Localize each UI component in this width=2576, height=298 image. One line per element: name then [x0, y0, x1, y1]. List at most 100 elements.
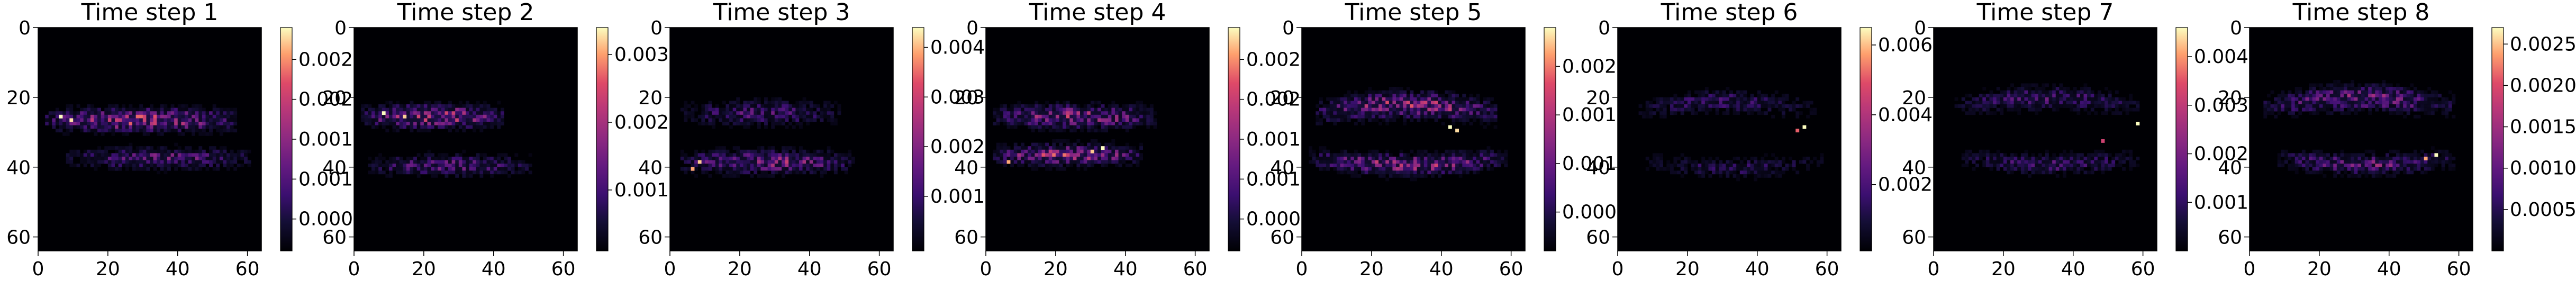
- heatmap-cell: [1399, 160, 1403, 164]
- heatmap-cell: [1691, 107, 1695, 112]
- heatmap-cell: [2045, 156, 2049, 160]
- heatmap-cell: [170, 104, 175, 108]
- heatmap-cell: [448, 164, 452, 168]
- heatmap-cell: [767, 104, 772, 108]
- heatmap-cell: [1750, 101, 1754, 105]
- heatmap-cell: [771, 167, 775, 171]
- heatmap-cell: [146, 167, 150, 171]
- colorbar-tick-label: 0.003: [930, 86, 985, 108]
- heatmap-cell: [1659, 107, 1664, 112]
- heatmap-cell: [1968, 101, 1972, 105]
- heatmap-cell: [2417, 94, 2421, 98]
- heatmap-cell: [2035, 83, 2039, 87]
- heatmap-cell: [132, 125, 136, 129]
- heatmap-cell: [725, 111, 730, 115]
- heatmap-cell: [1996, 160, 2000, 164]
- heatmap-cell: [2010, 90, 2014, 94]
- heatmap-cell: [1754, 156, 1758, 160]
- heatmap-cell: [1761, 111, 1765, 115]
- heatmap-cell: [771, 160, 775, 164]
- heatmap-cell: [1041, 111, 1046, 115]
- heatmap-cell: [1309, 149, 1313, 153]
- heatmap-cell: [2055, 156, 2060, 160]
- heatmap-cell: [2396, 83, 2400, 87]
- heatmap-cell: [1455, 97, 1459, 101]
- heatmap-cell: [2368, 101, 2372, 105]
- heatmap-cell: [1000, 142, 1004, 147]
- heatmap-cell: [167, 114, 171, 119]
- heatmap-cell: [2410, 156, 2414, 160]
- heatmap-cell: [2389, 101, 2393, 105]
- colorbar: [596, 27, 609, 251]
- heatmap-cell: [1382, 107, 1386, 112]
- heatmap-cell: [757, 164, 761, 168]
- heatmap-cell: [1694, 101, 1698, 105]
- heatmap-cell: [2413, 149, 2417, 153]
- heatmap-cell: [1059, 107, 1063, 112]
- heatmap-cell: [1757, 90, 1761, 94]
- heatmap-cell: [420, 167, 424, 171]
- heatmap-cell: [107, 114, 112, 119]
- heatmap-cell: [1364, 160, 1368, 164]
- heatmap-cell: [438, 122, 442, 125]
- heatmap-cell: [1364, 156, 1368, 160]
- heatmap-cell: [732, 170, 737, 175]
- heatmap-cell: [1354, 104, 1358, 108]
- heatmap-cell: [153, 167, 157, 171]
- heatmap-cell: [150, 149, 153, 153]
- heatmap-cell: [1739, 167, 1744, 171]
- heatmap-cell: [1080, 164, 1084, 168]
- heatmap-cell: [66, 118, 70, 122]
- heatmap-cell: [1333, 104, 1337, 108]
- heatmap-cell: [1452, 118, 1456, 122]
- heatmap-cell: [1375, 156, 1379, 160]
- heatmap-cell: [2291, 111, 2296, 115]
- heatmap-cell: [223, 114, 227, 119]
- heatmap-cell: [830, 167, 835, 171]
- heatmap-cell: [680, 149, 684, 153]
- heatmap-cell: [806, 111, 810, 115]
- heatmap-cell: [2000, 156, 2004, 160]
- heatmap-cell: [684, 153, 688, 157]
- heatmap-cell: [2301, 153, 2306, 157]
- heatmap-cell: [1132, 107, 1136, 112]
- heatmap-cell: [2420, 94, 2424, 98]
- heatmap-cell: [806, 167, 810, 171]
- heatmap-cell: [1322, 160, 1327, 164]
- heatmap-cell: [1357, 104, 1362, 108]
- heatmap-cell: [1452, 111, 1456, 115]
- heatmap-cell: [2368, 83, 2372, 87]
- heatmap-cell: [2007, 97, 2011, 101]
- heatmap-cell: [1003, 149, 1007, 153]
- heatmap-cell: [1396, 114, 1400, 119]
- heatmap-cell: [1392, 104, 1396, 108]
- heatmap-cell: [1712, 104, 1716, 108]
- heatmap-cell: [375, 125, 379, 129]
- heatmap-cell: [511, 164, 515, 168]
- heatmap-cell: [177, 114, 182, 119]
- heatmap-cell: [2031, 97, 2035, 101]
- heatmap-cell: [1368, 94, 1372, 98]
- heatmap-cell: [462, 107, 466, 112]
- heatmap-cell: [1406, 111, 1410, 115]
- heatmap-cell: [1985, 111, 1990, 115]
- heatmap-cell: [94, 129, 98, 133]
- heatmap-cell: [83, 114, 87, 119]
- heatmap-cell: [62, 114, 67, 119]
- heatmap-cell: [160, 156, 164, 160]
- heatmap-cell: [2136, 164, 2140, 168]
- heatmap-cell: [2441, 153, 2445, 157]
- heatmap-cell: [1361, 94, 1365, 98]
- heatmap-cell: [2382, 104, 2386, 108]
- heatmap-cell: [1792, 164, 1796, 168]
- heatmap-cell: [142, 114, 147, 119]
- heatmap-cell: [1101, 153, 1105, 157]
- heatmap-cell: [198, 156, 203, 160]
- heatmap-cell: [1357, 111, 1362, 115]
- heatmap-cell: [1473, 164, 1476, 168]
- heatmap-cell: [371, 107, 375, 112]
- heatmap-cell: [1347, 164, 1351, 168]
- heatmap-cell: [1979, 97, 1983, 101]
- heatmap-cell: [732, 153, 737, 157]
- heatmap-cell: [2340, 87, 2344, 91]
